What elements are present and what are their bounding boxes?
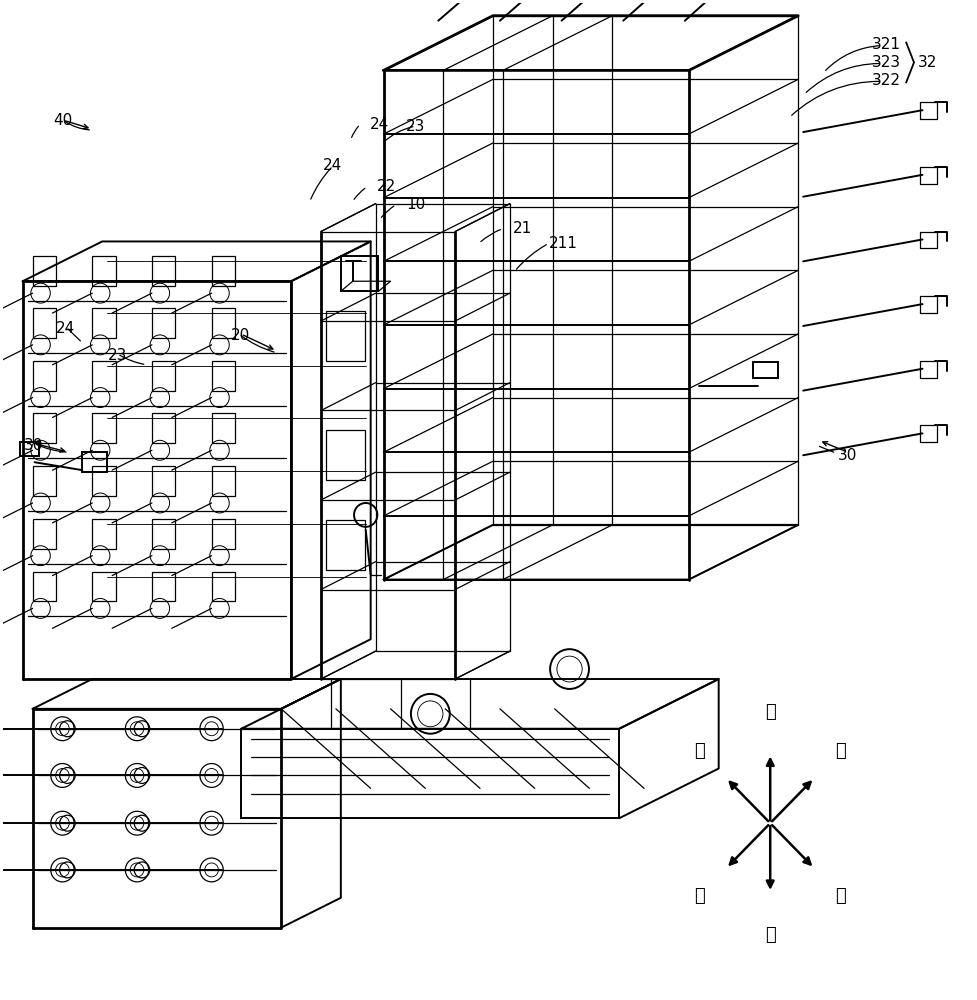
Bar — [152, 361, 175, 391]
Bar — [32, 413, 56, 443]
Bar — [152, 308, 175, 338]
Text: 30: 30 — [24, 438, 44, 453]
Bar — [32, 572, 56, 601]
Bar — [152, 413, 175, 443]
Bar — [92, 519, 115, 549]
Bar — [212, 519, 234, 549]
Bar — [32, 256, 56, 286]
Bar — [32, 519, 56, 549]
Text: 23: 23 — [405, 119, 425, 134]
Bar — [92, 466, 115, 496]
Text: 22: 22 — [377, 179, 396, 194]
Bar — [212, 466, 234, 496]
Text: 211: 211 — [549, 236, 577, 251]
Text: 24: 24 — [57, 321, 75, 336]
Text: 24: 24 — [370, 117, 389, 132]
Text: 32: 32 — [917, 55, 937, 70]
Bar — [82, 452, 106, 472]
Bar — [326, 430, 364, 480]
Text: 30: 30 — [838, 448, 858, 463]
Bar — [326, 311, 364, 361]
Bar — [92, 308, 115, 338]
Bar — [753, 362, 778, 378]
Bar — [152, 572, 175, 601]
Text: 上: 上 — [765, 703, 776, 721]
Bar — [326, 520, 364, 570]
Bar — [32, 361, 56, 391]
Bar — [212, 572, 234, 601]
Bar — [32, 466, 56, 496]
Bar — [212, 413, 234, 443]
Text: 21: 21 — [513, 221, 532, 236]
Text: 左: 左 — [694, 887, 704, 905]
Text: 40: 40 — [54, 113, 72, 128]
Bar — [152, 256, 175, 286]
Bar — [32, 308, 56, 338]
Text: 下: 下 — [765, 926, 776, 944]
Text: 321: 321 — [872, 37, 901, 52]
Bar — [212, 361, 234, 391]
Bar — [92, 572, 115, 601]
Text: 前: 前 — [694, 742, 704, 760]
Bar — [92, 361, 115, 391]
Bar — [152, 466, 175, 496]
Bar — [92, 413, 115, 443]
Bar — [152, 519, 175, 549]
Bar — [212, 308, 234, 338]
Text: 24: 24 — [323, 158, 343, 173]
Bar — [212, 256, 234, 286]
Text: 10: 10 — [405, 197, 425, 212]
Text: 323: 323 — [872, 55, 902, 70]
Text: 后: 后 — [835, 887, 846, 905]
Text: 20: 20 — [232, 328, 250, 343]
Bar — [341, 256, 378, 291]
Text: 322: 322 — [872, 73, 901, 88]
Text: 23: 23 — [107, 348, 127, 363]
Text: 右: 右 — [835, 742, 846, 760]
Bar — [20, 442, 39, 456]
Bar — [92, 256, 115, 286]
